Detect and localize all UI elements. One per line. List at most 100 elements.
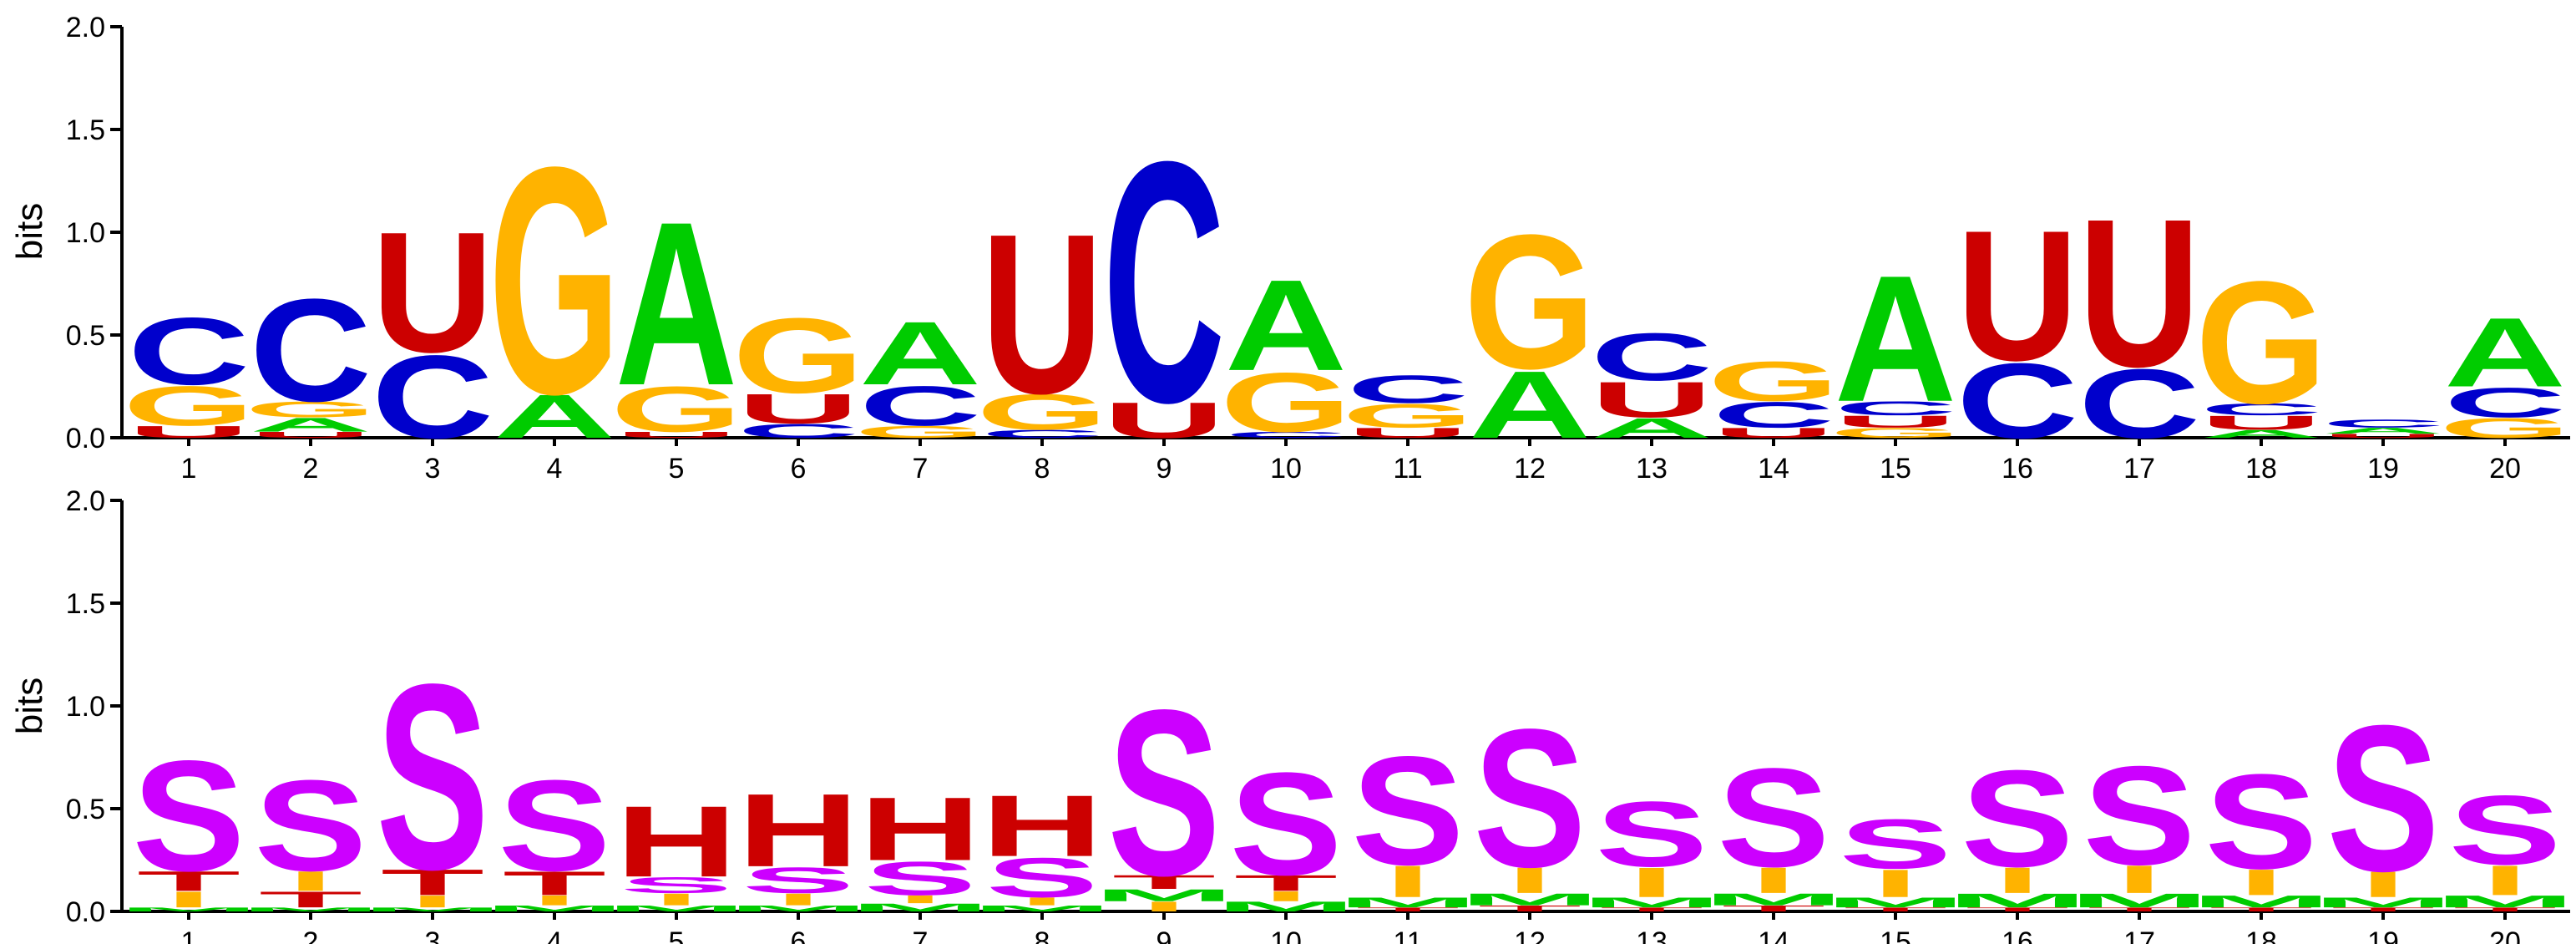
x-tick-label: 17	[2123, 926, 2155, 944]
logo-letter-I: I	[2238, 862, 2285, 903]
logo-letter-M: M	[1094, 886, 1235, 905]
x-tick-label: 8	[1035, 926, 1050, 944]
logo-letter-I: I	[531, 893, 578, 909]
logo-letter-S: S	[620, 872, 732, 897]
logo-letter-A: A	[2200, 428, 2322, 440]
logo-letter-U: U	[981, 185, 1103, 440]
logo-letter-T: T	[1600, 906, 1703, 913]
logo-panel-structure: bits 0.00.51.01.52.01MITS2MTIS3MITS4MITS…	[9, 485, 2575, 944]
x-tick-label: 13	[1636, 926, 1668, 944]
logo-letter-I: I	[2360, 864, 2406, 905]
logo-letter-S: S	[1595, 782, 1708, 886]
logo-letter-U: U	[615, 430, 737, 439]
logo-letter-C: C	[2322, 418, 2444, 430]
logo-letter-C: C	[1103, 90, 1225, 474]
logo-letter-U: U	[2322, 433, 2444, 439]
logo-letter-G: G	[976, 383, 1108, 440]
logo-letter-I: I	[1750, 860, 1797, 901]
logo-letter-I: I	[1506, 860, 1553, 901]
logo-letter-T: T	[1966, 906, 2069, 913]
logo-letter-A: A	[1591, 412, 1713, 444]
x-tick-label: 6	[791, 926, 807, 944]
logo-letter-T: T	[503, 865, 606, 902]
logo-letter-S: S	[2083, 737, 2195, 895]
logo-letter-U: U	[1835, 412, 1956, 431]
x-tick-label: 8	[1035, 453, 1050, 485]
x-tick-label: 20	[2489, 453, 2521, 485]
logo-letter-G: G	[1830, 425, 1961, 441]
logo-letter-S: S	[985, 846, 1098, 909]
x-tick-label: 14	[1758, 453, 1789, 485]
logo-letter-G: G	[1708, 350, 1840, 413]
logo-panel-rna: bits 0.00.51.01.52.01UGC2UAGC3CU4AG5UGA6…	[9, 12, 2571, 485]
logo-letter-U: U	[2200, 412, 2322, 434]
x-tick-label: 2	[303, 926, 319, 944]
x-tick-label: 20	[2489, 926, 2521, 944]
x-tick-label: 10	[1270, 926, 1302, 944]
logo-letter-T: T	[1722, 904, 1825, 913]
logo-letter-S: S	[1351, 724, 1464, 897]
logo-letter-M: M	[2069, 890, 2210, 911]
logo-letter-I: I	[409, 892, 456, 911]
logo-letter-T: T	[381, 862, 484, 903]
x-tick-label: 13	[1636, 453, 1668, 485]
logo-letter-G: G	[610, 373, 742, 445]
x-tick-label: 3	[425, 926, 441, 944]
logo-letter-S: S	[376, 629, 488, 925]
logo-letter-U: U	[2078, 175, 2200, 411]
logo-letter-I: I	[1263, 889, 1309, 905]
x-tick-label: 16	[2002, 926, 2033, 944]
x-tick-label: 15	[1880, 453, 1911, 485]
logo-letter-G: G	[2195, 245, 2327, 439]
logo-letter-S: S	[863, 851, 976, 905]
logo-letter-C: C	[1347, 368, 1469, 412]
logo-letter-G: G	[732, 296, 864, 415]
logo-letter-C: C	[2444, 379, 2566, 426]
y-tick-label: 1.0	[66, 691, 105, 723]
logo-letter-C: C	[128, 297, 250, 404]
y-tick-label: 0.0	[66, 896, 105, 928]
logo-letter-S: S	[1717, 738, 1830, 896]
logo-letter-M: M	[972, 904, 1113, 913]
logo-letter-C: C	[250, 269, 372, 433]
logo-letter-U: U	[1591, 372, 1713, 429]
logo-letter-M: M	[1460, 890, 1601, 909]
y-axis-label: bits	[9, 203, 50, 260]
y-tick-label: 1.5	[66, 588, 105, 620]
y-axis-label: bits	[9, 678, 50, 734]
logo-letter-M: M	[1825, 895, 1966, 911]
x-tick-label: 4	[547, 926, 563, 944]
logo-letter-I: I	[897, 893, 944, 906]
x-tick-label: 5	[669, 453, 685, 485]
logo-letter-I: I	[775, 890, 822, 909]
logo-letter-C: C	[2200, 400, 2322, 419]
x-tick-label: 12	[1514, 926, 1546, 944]
logo-letter-S: S	[254, 754, 367, 899]
x-tick-label: 9	[1156, 926, 1172, 944]
logo-letter-M: M	[606, 904, 747, 913]
logo-letter-C: C	[1591, 319, 1713, 395]
logo-letter-S: S	[1229, 743, 1342, 906]
x-tick-label: 12	[1514, 453, 1546, 485]
logo-letter-U: U	[1103, 392, 1225, 449]
logo-letter-A: A	[1225, 254, 1347, 398]
logo-letter-C: C	[372, 332, 493, 464]
x-tick-label: 16	[2002, 453, 2033, 485]
logo-letter-H: H	[737, 772, 859, 888]
logo-letter-S: S	[1107, 661, 1220, 925]
logo-letter-M: M	[850, 901, 991, 914]
logo-letter-C: C	[1713, 394, 1835, 435]
logo-letter-S: S	[2448, 775, 2561, 886]
logo-letter-C: C	[1835, 398, 1956, 419]
logo-letter-H: H	[981, 778, 1103, 875]
logo-letter-M: M	[2191, 892, 2332, 911]
logo-letter-I: I	[287, 865, 334, 897]
logo-letter-I: I	[1384, 856, 1431, 906]
logo-letter-T: T	[1478, 904, 1582, 913]
logo-letter-T: T	[1234, 870, 1338, 896]
logo-letter-C: C	[1956, 341, 2078, 460]
logo-letter-T: T	[137, 865, 240, 897]
logo-letter-M: M	[119, 906, 260, 913]
x-tick-label: 3	[425, 453, 441, 485]
x-tick-label: 14	[1758, 926, 1789, 944]
